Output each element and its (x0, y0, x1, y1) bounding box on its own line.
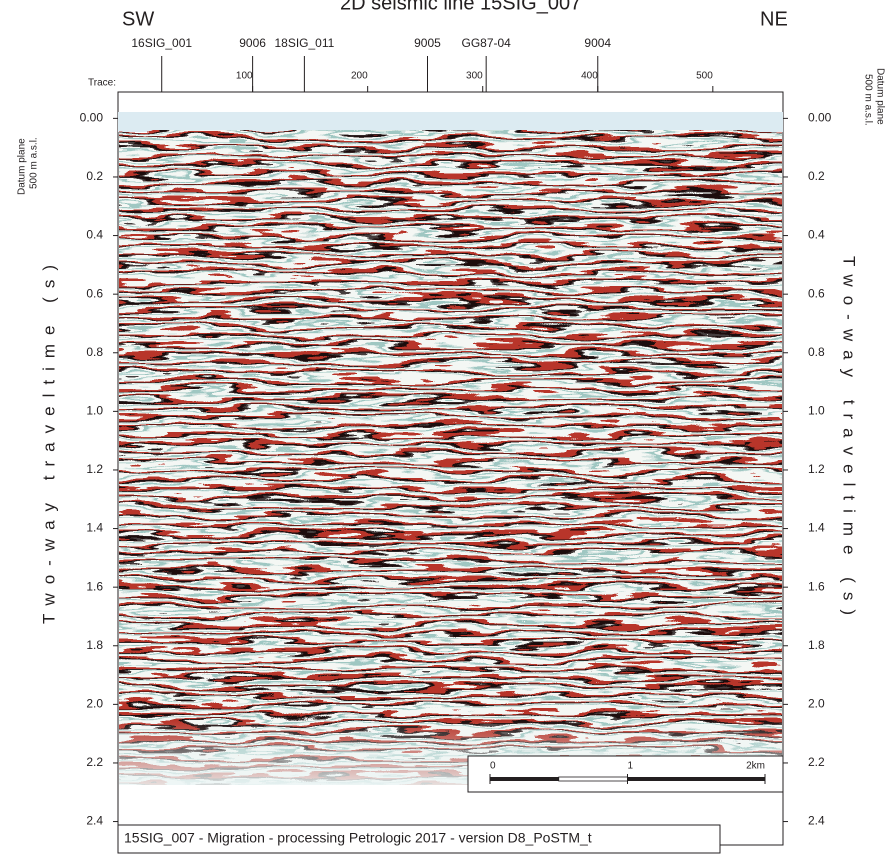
datum-label-left: Datum plane (17, 138, 28, 195)
scale-bar-box (467, 755, 784, 793)
well-label: 16SIG_001 (131, 36, 192, 50)
y-tick-label: 2.0 (86, 697, 103, 711)
x-tick-label: 100 (236, 71, 253, 82)
scale-label: 0 (490, 761, 496, 772)
x-tick-label: 400 (581, 71, 598, 82)
y-tick-label-right: 2.4 (808, 814, 825, 828)
y-tick-label-right: 0.4 (808, 228, 825, 242)
y-tick-label: 0.2 (86, 169, 103, 183)
y-axis-label: Two-way traveltime (s) (39, 256, 58, 624)
y-tick-label: 0.00 (80, 111, 104, 125)
y-tick-label-right: 0.8 (808, 345, 825, 359)
direction-right: NE (760, 8, 788, 30)
y-tick-label-right: 2.2 (808, 755, 825, 769)
x-tick-label: 300 (466, 71, 483, 82)
title: 2D seismic line 15SIG_007 (340, 0, 581, 14)
y-tick-label-right: 0.6 (808, 286, 825, 300)
seismic-panel (117, 91, 784, 846)
y-tick-label: 2.4 (86, 814, 103, 828)
datum-label-right: 500 m a.s.l. (862, 74, 873, 126)
y-axis-label-right: Two-way traveltime (s) (840, 256, 859, 624)
y-tick-label-right: 1.4 (808, 521, 825, 535)
scale-label: 1 (628, 761, 634, 772)
x-axis-label: Trace: (88, 78, 116, 89)
y-tick-label: 1.4 (86, 521, 103, 535)
well-label: GG87-04 (461, 36, 511, 50)
y-tick-label: 1.0 (86, 404, 103, 418)
y-tick-label-right: 0.00 (808, 111, 832, 125)
y-tick-label: 1.6 (86, 579, 103, 593)
scale-segment (627, 777, 765, 781)
y-tick-label-right: 1.2 (808, 462, 825, 476)
y-tick-label: 2.2 (86, 755, 103, 769)
caption: 15SIG_007 - Migration - processing Petro… (124, 830, 592, 846)
well-label: 18SIG_011 (274, 36, 334, 50)
scale-segment (558, 776, 628, 782)
y-tick-label-right: 0.2 (808, 169, 825, 183)
y-tick-label-right: 1.6 (808, 579, 825, 593)
x-tick-label: 200 (351, 71, 368, 82)
scale-segment (490, 777, 559, 781)
well-label: 9004 (584, 36, 611, 50)
y-tick-label-right: 2.0 (808, 697, 825, 711)
y-tick-label: 0.4 (86, 228, 103, 242)
y-tick-label: 0.8 (86, 345, 103, 359)
y-tick-label: 1.8 (86, 638, 103, 652)
datum-label-right: Datum plane (874, 68, 885, 125)
well-label: 9006 (239, 36, 266, 50)
y-tick-label: 1.2 (86, 462, 103, 476)
y-tick-label: 0.6 (86, 286, 103, 300)
seismic-reflections (119, 130, 782, 785)
caption-box (117, 824, 721, 854)
y-tick-label-right: 1.0 (808, 404, 825, 418)
direction-left: SW (122, 8, 154, 30)
scale-label: 2km (746, 761, 765, 772)
datum-label-left: 500 m a.s.l. (29, 137, 40, 189)
x-tick-label: 500 (696, 71, 713, 82)
y-tick-label-right: 1.8 (808, 638, 825, 652)
water-band (118, 112, 783, 132)
well-label: 9005 (414, 36, 441, 50)
